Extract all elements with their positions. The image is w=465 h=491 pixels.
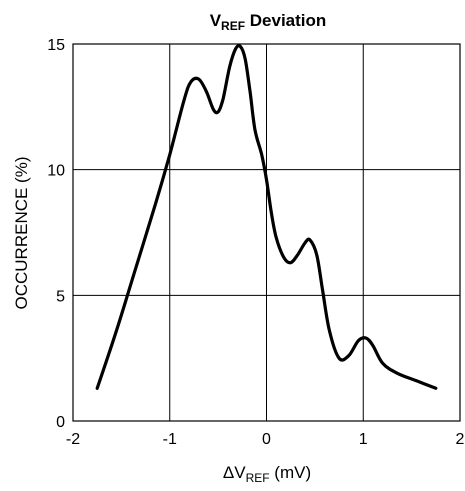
x-tick-label: 0 xyxy=(262,431,271,448)
x-axis-title-main: ΔV xyxy=(223,463,246,482)
chart-title-main: V xyxy=(210,11,222,30)
chart-title-sub: REF xyxy=(221,19,245,33)
y-tick-label: 10 xyxy=(47,163,65,180)
x-tick-label: 2 xyxy=(456,431,465,448)
y-tick-label: 15 xyxy=(47,37,65,54)
chart-title-tail: Deviation xyxy=(245,11,326,30)
y-tick-label: 5 xyxy=(56,288,65,305)
x-axis-title: ΔVREF (mV) xyxy=(223,463,311,485)
x-tick-label: 1 xyxy=(359,431,368,448)
tick-labels: -2 -1 0 1 2 0 5 10 15 xyxy=(47,37,464,448)
grid xyxy=(73,44,460,421)
x-axis-title-tail: (mV) xyxy=(270,463,312,482)
x-axis-title-sub: REF xyxy=(246,471,270,485)
plot-frame xyxy=(72,43,461,422)
x-tick-label: -2 xyxy=(66,431,80,448)
y-tick-label: 0 xyxy=(56,414,65,431)
y-axis-title: OCCURRENCE (%) xyxy=(12,157,31,310)
x-tick-label: -1 xyxy=(163,431,177,448)
series-line xyxy=(95,44,438,390)
chart-title: VREF Deviation xyxy=(210,11,327,33)
